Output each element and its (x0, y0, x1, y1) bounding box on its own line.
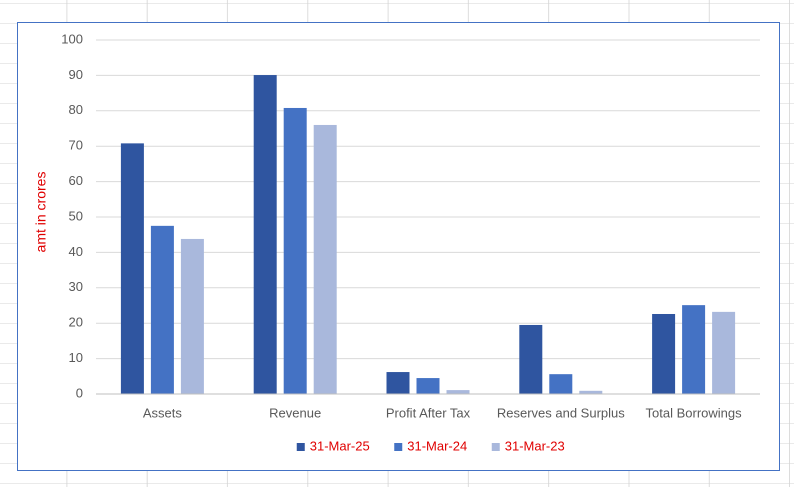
legend-swatch (296, 443, 305, 451)
bar (150, 225, 174, 394)
y-tick-label: 30 (69, 279, 83, 294)
y-tick-label: 70 (69, 138, 83, 153)
bar (549, 374, 573, 394)
y-tick-label: 0 (76, 385, 83, 400)
legend-swatch (491, 443, 500, 451)
legend-label: 31-Mar-23 (505, 438, 565, 453)
x-tick-label: Profit After Tax (386, 405, 471, 420)
y-tick-label: 90 (69, 67, 83, 82)
y-tick-label: 60 (69, 173, 83, 188)
y-tick-label: 80 (69, 102, 83, 117)
bar (519, 324, 543, 394)
x-tick-label: Total Borrowings (646, 405, 743, 420)
bar (579, 390, 603, 394)
y-tick-label: 10 (69, 350, 83, 365)
bar (682, 305, 706, 394)
y-tick-label: 100 (61, 31, 83, 46)
legend-swatch (394, 443, 403, 451)
x-tick-label: Reserves and Surplus (497, 405, 625, 420)
bar (446, 390, 470, 394)
bar (283, 107, 307, 394)
bar (120, 143, 144, 394)
bar (652, 313, 676, 394)
bar (253, 75, 277, 395)
legend-label: 31-Mar-24 (407, 438, 467, 453)
y-tick-label: 40 (69, 244, 83, 259)
bar (386, 372, 410, 394)
bar (416, 378, 440, 394)
bar (180, 238, 204, 394)
x-tick-label: Assets (143, 405, 183, 420)
y-axis-label: amt in crores (33, 172, 49, 253)
legend-label: 31-Mar-25 (310, 438, 370, 453)
bar (712, 311, 736, 394)
chart-frame (17, 22, 780, 471)
x-tick-label: Revenue (269, 405, 321, 420)
y-tick-label: 20 (69, 315, 83, 330)
y-tick-label: 50 (69, 208, 83, 223)
bar (313, 124, 337, 395)
